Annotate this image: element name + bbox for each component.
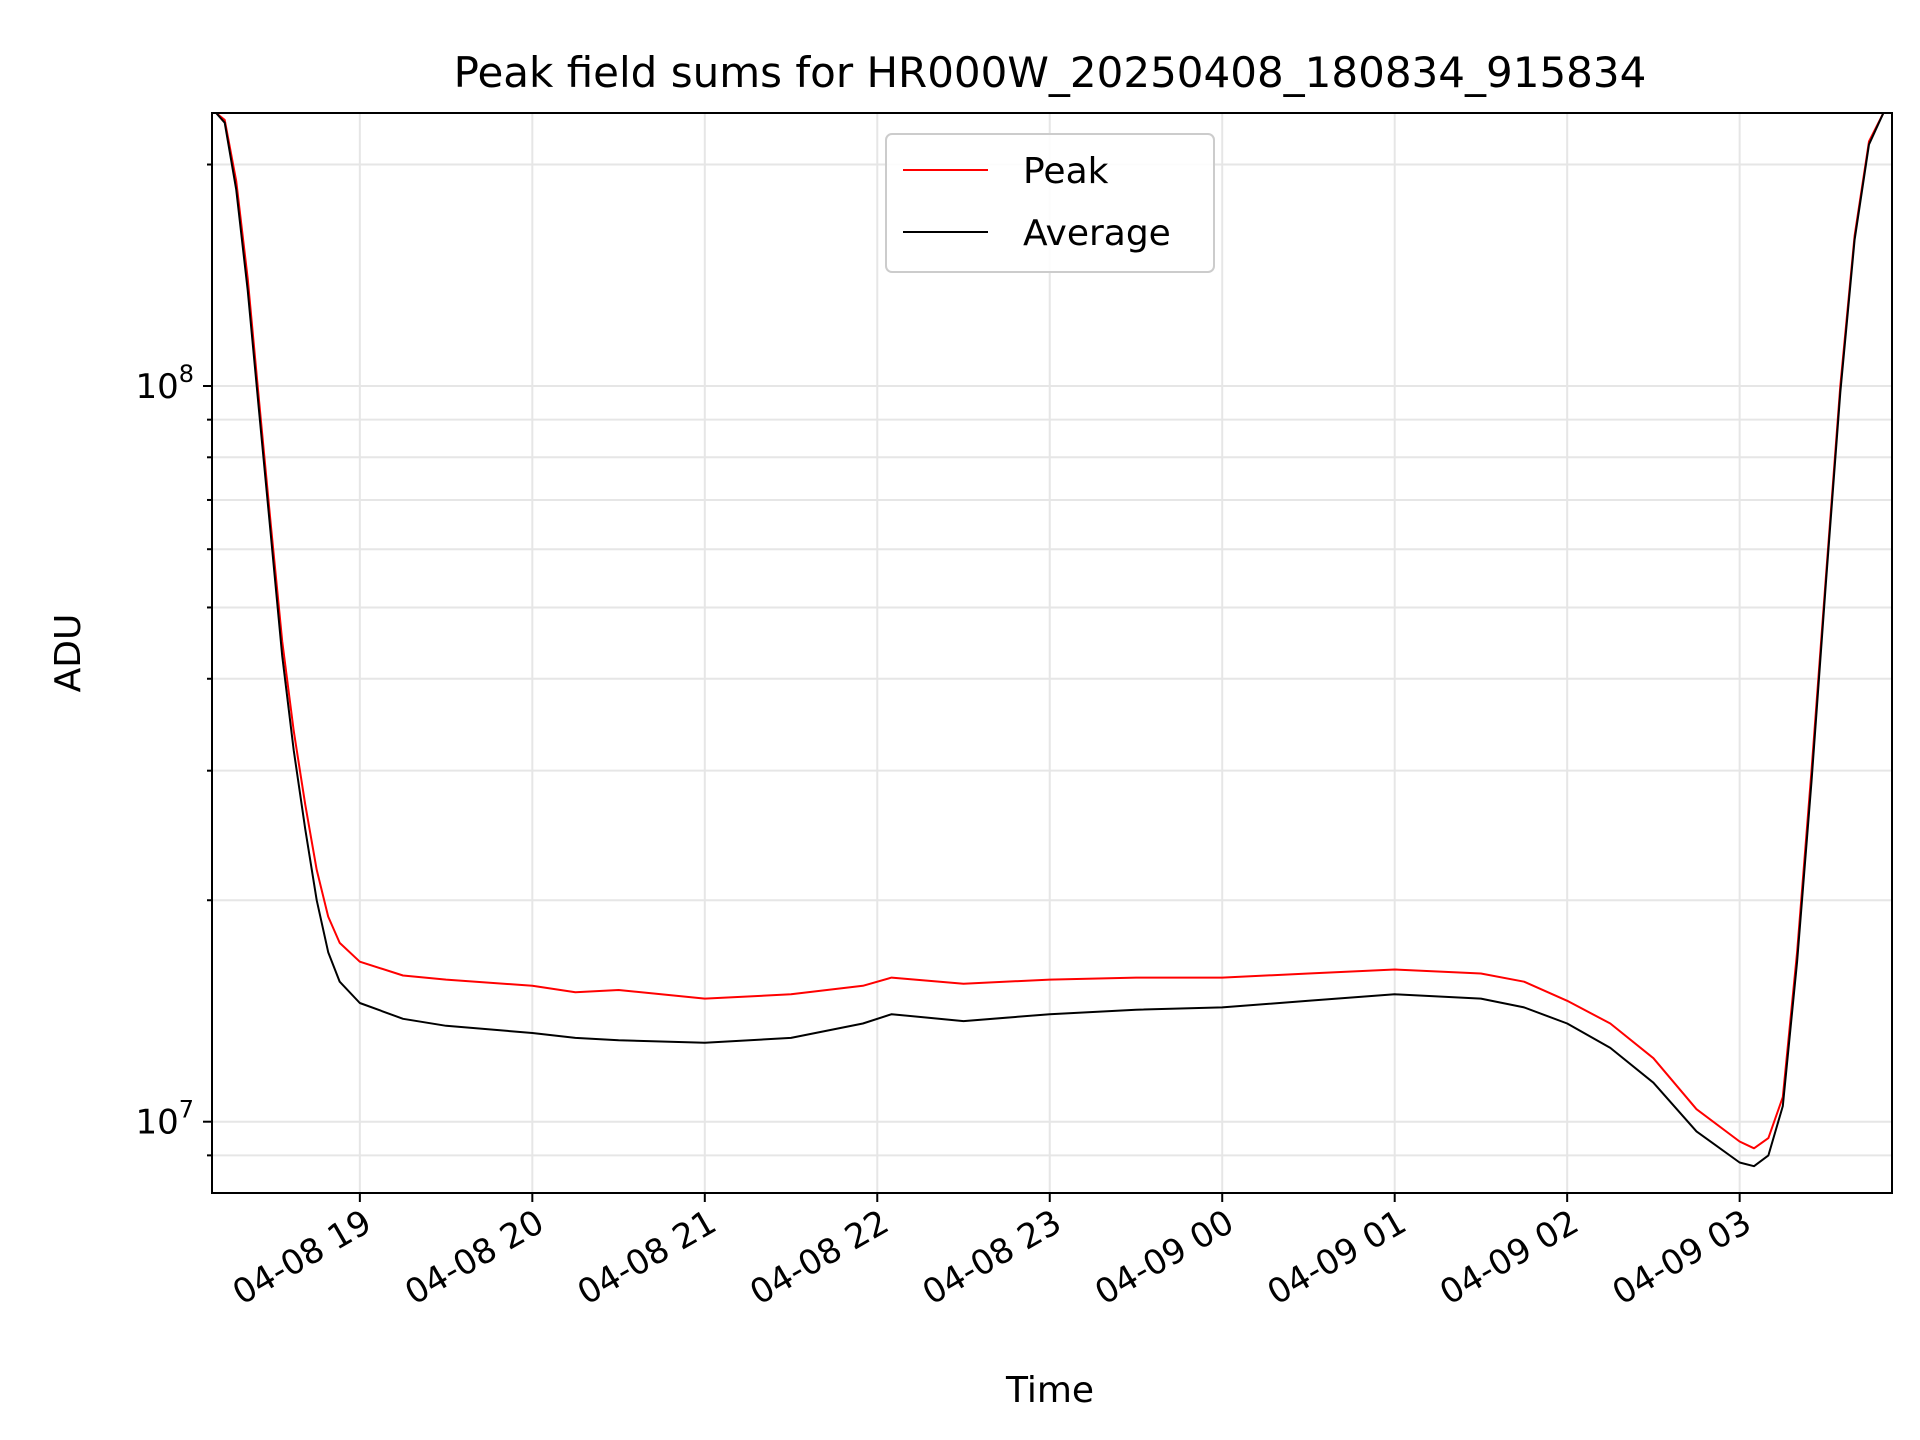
series-line-peak xyxy=(215,113,1885,1150)
y-tick-label: 108 xyxy=(135,360,194,407)
legend: Peak Average xyxy=(885,133,1215,273)
y-tick-label: 107 xyxy=(135,1096,194,1143)
series-layer xyxy=(215,113,1885,1168)
legend-label-average: Average xyxy=(1023,213,1171,254)
ticks xyxy=(203,163,1741,1202)
legend-label-peak: Peak xyxy=(1023,151,1109,192)
plot-frame xyxy=(211,112,1893,1194)
y-axis-label: ADU xyxy=(48,614,89,693)
series-line-average xyxy=(215,113,1885,1168)
chart-title: Peak field sums for HR000W_20250408_1808… xyxy=(454,48,1647,97)
x-axis-label: Time xyxy=(1005,1370,1094,1411)
legend-box xyxy=(885,133,1215,273)
